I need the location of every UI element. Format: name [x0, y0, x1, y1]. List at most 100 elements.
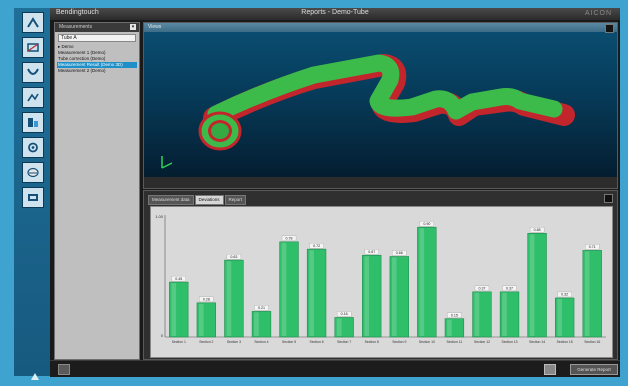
bar[interactable] — [444, 318, 465, 338]
bar[interactable] — [527, 232, 547, 338]
value-label-box — [419, 221, 434, 227]
bar-highlight — [529, 234, 535, 336]
bar-highlight — [474, 292, 480, 336]
bar[interactable] — [279, 241, 299, 338]
export-tool-icon[interactable] — [22, 187, 44, 208]
bar[interactable] — [251, 311, 272, 338]
bar[interactable] — [334, 317, 354, 338]
category-label: Section 2 — [199, 340, 213, 344]
settings-tool-icon[interactable] — [22, 137, 44, 158]
print-button[interactable] — [544, 364, 556, 375]
tree-item-selected[interactable]: Measurement Result (Demo 3D) — [57, 62, 137, 68]
category-label: Section 14 — [529, 340, 545, 344]
report-panel: Measurement data Deviations Report 1.00 0 0.… — [143, 190, 618, 360]
value-label-box — [529, 227, 545, 233]
category-label: Section 15 — [557, 340, 573, 344]
bar-highlight — [447, 319, 452, 336]
viewport-header: Views — [144, 23, 617, 33]
report-tool-icon[interactable] — [22, 162, 44, 183]
value-label-box — [226, 253, 242, 260]
bar-highlight — [226, 261, 232, 336]
category-label: Section 16 — [584, 340, 600, 344]
tab-measurement-data[interactable]: Measurement data — [148, 195, 194, 205]
title-bar: Bendingtouch Reports - Demo-Tube AICON — [50, 8, 620, 20]
value-label-box — [309, 243, 324, 249]
deviation-bar-chart: 1.00 0 0.45 Section 1 0.28 Section 2 0.63 Secti… — [155, 214, 606, 344]
status-bar: Generate Report — [50, 360, 620, 377]
bar[interactable] — [472, 291, 492, 338]
bar[interactable] — [224, 259, 244, 338]
value-label: 0.63 — [230, 255, 237, 259]
bar[interactable] — [196, 302, 217, 338]
bar[interactable] — [306, 248, 327, 338]
bend-tool-icon[interactable] — [22, 62, 44, 83]
bar[interactable] — [417, 226, 437, 338]
generate-report-button[interactable]: Generate Report — [570, 364, 618, 375]
maximize-icon[interactable] — [605, 24, 614, 33]
bar-highlight — [254, 312, 259, 336]
tube-nominal-green — [207, 54, 563, 123]
y-tick-label: 1.00 — [155, 214, 164, 219]
window-title: Reports - Demo-Tube — [301, 9, 369, 16]
bar-highlight — [502, 292, 507, 336]
category-label: Section 6 — [310, 340, 324, 344]
panel-toggle-button[interactable] — [58, 364, 70, 375]
bar-highlight — [336, 318, 342, 336]
bar[interactable] — [389, 256, 409, 338]
tube-inner — [211, 123, 229, 139]
bar[interactable] — [499, 291, 520, 338]
maximize-icon[interactable] — [604, 194, 613, 203]
tree-item[interactable]: Tube correction (Demo) — [58, 56, 106, 61]
value-label: 0.21 — [258, 306, 265, 310]
category-label: Section 8 — [365, 340, 379, 344]
value-label: 0.85 — [534, 228, 541, 232]
value-label-box — [199, 296, 214, 302]
bar[interactable] — [554, 297, 575, 338]
category-label: Section 9 — [392, 340, 406, 344]
tab-deviations[interactable]: Deviations — [194, 195, 224, 205]
value-label-box — [364, 249, 379, 255]
bar-highlight — [419, 228, 425, 336]
bar[interactable] — [362, 254, 382, 338]
home-icon[interactable] — [30, 368, 40, 380]
tube-tool-icon[interactable] — [22, 12, 44, 33]
value-label-box — [254, 305, 269, 311]
value-label: 0.71 — [589, 245, 596, 249]
compare-tool-icon[interactable] — [22, 112, 44, 133]
tab-report[interactable]: Report — [224, 195, 247, 205]
category-label: Section 13 — [502, 340, 518, 344]
category-label: Section 10 — [419, 340, 435, 344]
tool-strip — [14, 8, 51, 380]
bar[interactable] — [582, 250, 602, 338]
bar[interactable] — [169, 281, 189, 338]
sidebar-title: Measurements — [59, 24, 93, 30]
value-label-box — [392, 250, 407, 256]
bar-highlight — [309, 250, 314, 336]
sidebar-menu-button[interactable]: ▾ — [130, 24, 136, 30]
tree-item[interactable]: ▸ Demo — [58, 44, 74, 49]
viewport-footer — [144, 177, 617, 188]
search-input[interactable]: Tube A — [58, 34, 136, 42]
value-label: 0.37 — [506, 287, 513, 291]
value-label-box — [337, 311, 352, 317]
value-label-box — [447, 312, 462, 318]
sidebar-header: Measurements ▾ — [55, 23, 139, 32]
category-label: Section 1 — [172, 340, 186, 344]
axis-gizmo-icon — [161, 156, 173, 169]
category-label: Section 5 — [282, 340, 296, 344]
brand-logo: AICON — [584, 10, 612, 17]
value-label-box — [585, 244, 600, 250]
viewport-title: Views — [148, 24, 162, 30]
3d-viewport[interactable]: Views — [143, 22, 618, 189]
tree-item[interactable]: Measurement 2 (Demo) — [58, 68, 106, 73]
value-label: 0.72 — [313, 244, 320, 248]
deviation-chart: 1.00 0 0.45 Section 1 0.28 Section 2 0.63 Secti… — [150, 206, 613, 358]
value-label: 0.15 — [451, 313, 458, 317]
value-label: 0.28 — [203, 298, 210, 302]
correction-tool-icon[interactable] — [22, 87, 44, 108]
category-label: Section 4 — [254, 340, 268, 344]
app-name: Bendingtouch — [56, 9, 99, 16]
tree-item[interactable]: Measurement 1 (Demo) — [58, 50, 106, 55]
bar-highlight — [281, 242, 287, 336]
measure-tool-icon[interactable] — [22, 37, 44, 58]
